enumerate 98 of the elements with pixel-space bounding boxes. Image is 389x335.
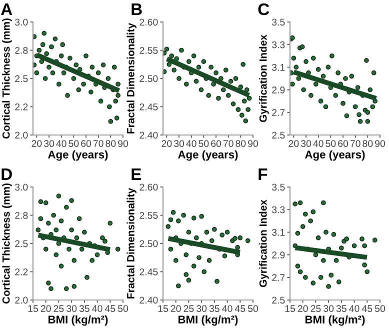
x-axis-title: BMI (kg/m²)	[306, 315, 365, 326]
chart-title: D	[2, 168, 12, 180]
y-tick-label: 2.0	[15, 296, 28, 304]
y-tick-label: 3.5	[272, 184, 285, 191]
y-axis-title: Gyrification Index	[259, 200, 269, 288]
x-tick-label: 35	[336, 305, 346, 312]
y-tick-label: 2.55	[140, 46, 158, 54]
x-axis-title: Age (years)	[305, 150, 365, 161]
chart-title: A	[1, 4, 12, 16]
x-tick-label: 80	[362, 140, 373, 147]
x-tick-label: 15	[28, 305, 38, 312]
y-tick-label: 3.5	[272, 18, 285, 26]
y-tick-label: 3.3	[272, 206, 285, 214]
x-tick-label: 40	[92, 305, 102, 312]
x-tick-label: 90	[248, 140, 258, 147]
chart-title: C	[258, 3, 270, 16]
x-tick-label: 60	[81, 140, 92, 147]
x-tick-label: 80	[106, 140, 116, 147]
x-tick-label: 50	[374, 305, 386, 312]
x-tick-label: 40	[313, 140, 324, 147]
chart-title: E	[132, 168, 142, 180]
y-tick-label: 2.50	[140, 75, 158, 82]
x-tick-label: 70	[223, 140, 234, 147]
x-tick-label: 70	[93, 140, 104, 147]
x-tick-label: 30	[66, 305, 77, 312]
y-tick-label: 2.7	[272, 109, 285, 116]
x-tick-label: 25	[184, 305, 194, 312]
x-tick-label: 25	[54, 305, 64, 312]
y-tick-label: 3.0	[14, 184, 28, 191]
y-tick-label: 2.45	[140, 268, 158, 276]
y-tick-label: 2.2	[15, 103, 28, 110]
y-axis-title: Fractal Dimensionality	[126, 22, 136, 134]
x-axis-title: BMI (kg/m²)	[178, 315, 238, 326]
x-tick-label: 40	[222, 305, 232, 312]
chart-title: B	[132, 4, 142, 16]
x-tick-label: 30	[44, 140, 54, 147]
y-tick-label: 2.7	[272, 274, 285, 281]
x-tick-label: 20	[32, 140, 42, 147]
x-tick-label: 70	[350, 140, 360, 147]
x-tick-label: 40	[56, 140, 66, 147]
y-tick-label: 2.8	[15, 46, 28, 54]
y-tick-label: 2.0	[15, 132, 28, 139]
y-axis-title: Fractal Dimensionality	[126, 188, 136, 298]
y-tick-label: 2.50	[140, 240, 158, 248]
x-tick-label: 50	[68, 140, 79, 147]
x-tick-label: 80	[236, 140, 246, 147]
y-tick-label: 2.9	[272, 86, 285, 94]
x-tick-label: 25	[310, 305, 321, 312]
y-tick-label: 2.5	[15, 75, 28, 82]
x-tick-label: 20	[162, 140, 172, 147]
x-tick-label: 30	[324, 305, 334, 312]
y-tick-label: 2.40	[140, 296, 158, 304]
x-tick-label: 20	[170, 305, 181, 312]
x-tick-label: 50	[326, 140, 336, 147]
x-tick-label: 45	[362, 305, 372, 312]
y-tick-label: 2.60	[140, 184, 158, 191]
x-tick-label: 45	[234, 305, 246, 312]
x-tick-label: 50	[198, 140, 209, 147]
x-tick-label: 90	[118, 140, 128, 147]
y-tick-label: 2.9	[272, 252, 285, 258]
y-axis-title: Gyrification Index	[259, 34, 269, 122]
y-tick-label: 2.2	[15, 268, 28, 276]
y-tick-label: 2.5	[272, 296, 285, 304]
x-tick-label: 20	[298, 305, 308, 312]
x-tick-label: 40	[349, 305, 360, 312]
x-tick-label: 30	[174, 140, 184, 147]
y-tick-label: 2.5	[15, 240, 28, 248]
y-tick-label: 3.0	[14, 18, 28, 26]
x-tick-label: 20	[40, 305, 51, 312]
x-tick-label: 50	[118, 305, 128, 312]
y-tick-label: 3.1	[272, 228, 285, 236]
y-tick-label: 3.3	[272, 41, 285, 48]
x-tick-label: 35	[79, 305, 90, 312]
x-axis-title: Age (years)	[178, 150, 238, 161]
x-tick-label: 30	[300, 140, 312, 147]
y-axis-title: Cortical Thickness (mm)	[2, 18, 12, 139]
y-tick-label: 2.5	[272, 132, 285, 139]
chart-title: F	[258, 168, 268, 180]
y-axis-title: Cortical Thickness (mm)	[2, 184, 12, 304]
x-tick-label: 20	[288, 140, 299, 147]
x-tick-label: 15	[158, 305, 168, 312]
y-tick-label: 2.60	[140, 18, 158, 26]
x-tick-label: 35	[209, 305, 220, 312]
y-tick-label: 3.1	[272, 64, 285, 71]
x-tick-label: 60	[338, 140, 348, 147]
x-tick-label: 50	[248, 305, 258, 312]
y-tick-label: 2.40	[140, 132, 158, 139]
y-tick-label: 2.55	[140, 212, 158, 219]
x-axis-title: Age (years)	[48, 150, 108, 161]
y-tick-label: 2.8	[15, 212, 28, 219]
x-tick-label: 90	[375, 140, 386, 147]
x-tick-label: 15	[285, 305, 295, 312]
x-tick-label: 45	[104, 305, 116, 312]
x-axis-title: BMI (kg/m²)	[48, 315, 108, 326]
y-tick-label: 2.45	[140, 103, 158, 110]
x-tick-label: 40	[186, 140, 196, 147]
x-tick-label: 60	[211, 140, 222, 147]
x-tick-label: 30	[196, 305, 207, 312]
